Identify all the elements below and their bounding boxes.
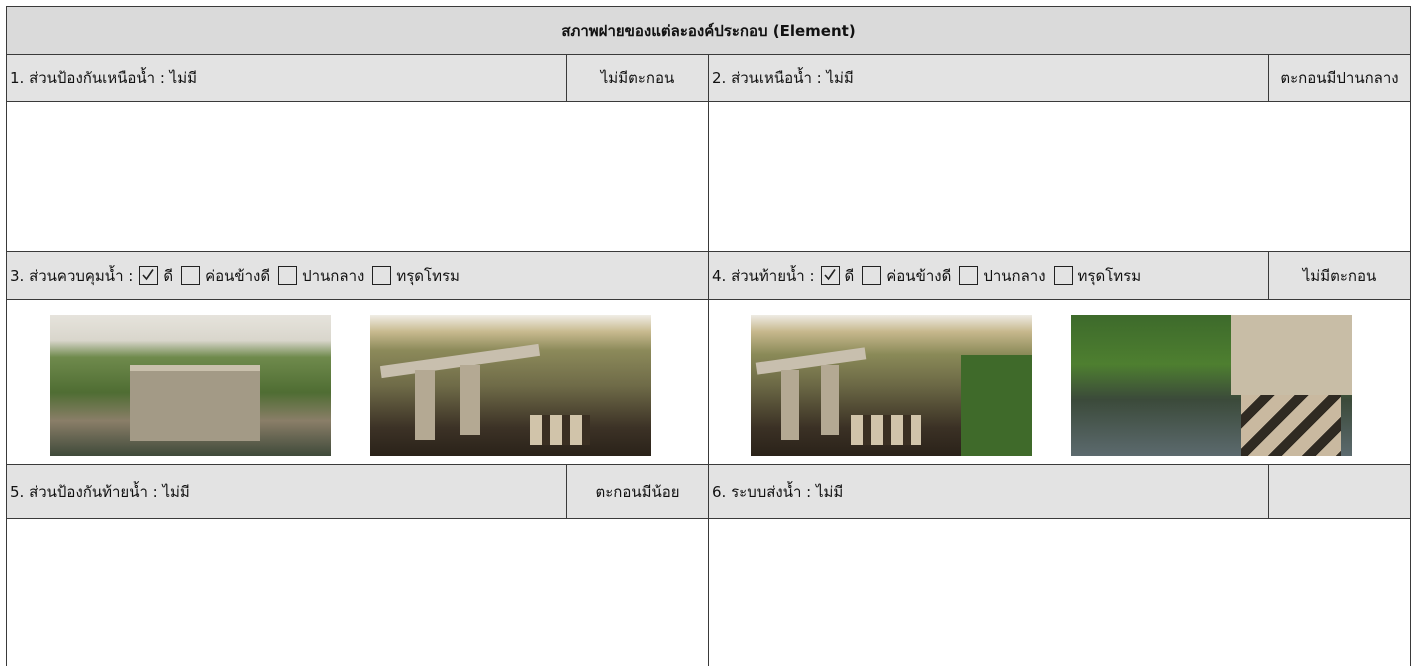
form-title: สภาพฝายของแต่ละองค์ประกอบ (Element) — [6, 6, 1411, 55]
section-body — [708, 518, 1411, 666]
checkbox — [820, 266, 840, 285]
section-label: 6. ระบบส่งน้ำ : ไม่มี — [708, 464, 1269, 519]
option-label: ปานกลาง — [983, 266, 1046, 285]
section-body — [6, 101, 709, 252]
section-status: ตะกอนมีปานกลาง — [1268, 54, 1411, 102]
section-status: ตะกอนมีน้อย — [566, 464, 709, 519]
option-label: ดี — [844, 266, 855, 285]
photo — [50, 315, 331, 456]
checkbox — [139, 266, 159, 285]
photo — [370, 315, 651, 456]
checkbox — [862, 266, 882, 285]
section-label: 5. ส่วนป้องกันท้ายน้ำ : ไม่มี — [6, 464, 567, 519]
section-body — [6, 518, 709, 666]
section-label: 1. ส่วนป้องกันเหนือน้ำ : ไม่มี — [6, 54, 567, 102]
section-label: 4. ส่วนท้ายน้ำ : — [712, 266, 815, 285]
checkbox — [278, 266, 298, 285]
option-label: ดี — [163, 266, 174, 285]
section-header: 3. ส่วนควบคุมน้ำ : ดี ค่อนข้างดี ปานกลาง ทรุ… — [6, 251, 709, 300]
section-label: 2. ส่วนเหนือน้ำ : ไม่มี — [708, 54, 1269, 102]
section-status: ไม่มีตะกอน — [1268, 251, 1411, 300]
photo — [751, 315, 1032, 456]
checkbox — [959, 266, 979, 285]
photo — [1071, 315, 1352, 456]
check-mark — [142, 269, 154, 281]
section-status: ไม่มีตะกอน — [566, 54, 709, 102]
option-label: ปานกลาง — [302, 266, 365, 285]
section-body — [708, 101, 1411, 252]
option-label: ทรุดโทรม — [396, 266, 460, 285]
option-label: ค่อนข้างดี — [205, 266, 271, 285]
check-mark — [823, 269, 836, 281]
option-label: ทรุดโทรม — [1077, 266, 1142, 285]
checkbox — [1053, 266, 1073, 285]
checkbox — [372, 266, 392, 285]
section-label: 3. ส่วนควบคุมน้ำ : — [10, 266, 134, 285]
option-label: ค่อนข้างดี — [886, 266, 952, 285]
section-header: 4. ส่วนท้ายน้ำ : ดี ค่อนข้างดี ปานกลาง ทรุดโ… — [708, 251, 1269, 300]
checkbox — [181, 266, 201, 285]
section-status — [1268, 464, 1411, 519]
